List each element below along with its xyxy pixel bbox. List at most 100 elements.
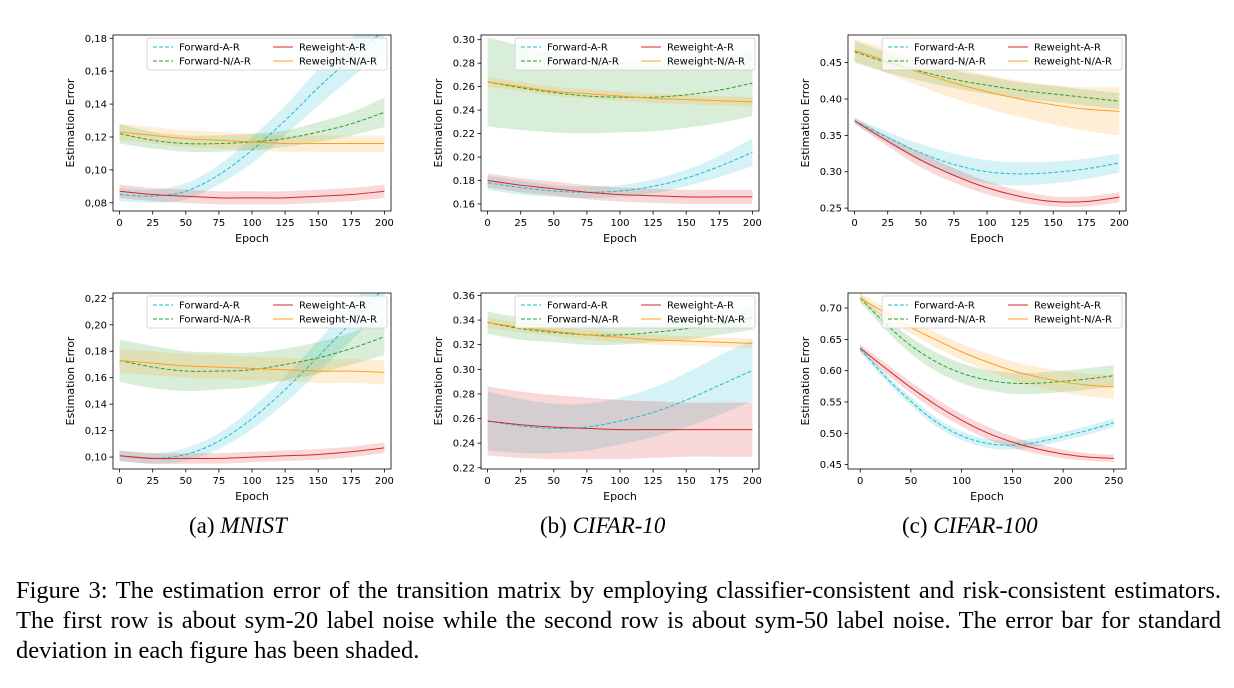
x-tick-label: 200 bbox=[743, 218, 762, 229]
legend-box bbox=[514, 37, 756, 71]
subcaption-label: (b) bbox=[540, 513, 573, 538]
series-line-reweight-a-r bbox=[854, 120, 1120, 203]
y-tick-label: 0,12 bbox=[85, 426, 107, 437]
error-band-forward-a-r bbox=[854, 117, 1120, 186]
chart-panel-cifar100-sym20: 0 25 50 75 100 125 150 175 200 0.25 0.30 0.35 0.40 0.… bbox=[799, 34, 1129, 245]
subcaption-dataset: MNIST bbox=[220, 513, 287, 538]
x-tick-label: 150 bbox=[677, 476, 696, 487]
plot-area bbox=[859, 293, 1114, 463]
x-tick-label: 175 bbox=[710, 476, 729, 487]
y-tick-label: 0,10 bbox=[85, 453, 107, 464]
error-band-forward-a-r bbox=[487, 138, 753, 199]
legend: Forward-A-R Forward-N/A-R Reweight-A-R Rewe… bbox=[881, 37, 1123, 71]
x-axis-label: Epoch bbox=[235, 232, 269, 245]
x-tick-label: 25 bbox=[514, 218, 527, 229]
x-tick-label: 175 bbox=[1077, 218, 1096, 229]
x-tick-label: 125 bbox=[276, 218, 295, 229]
y-tick-label: 0.26 bbox=[453, 414, 475, 425]
y-tick-label: 0.25 bbox=[820, 204, 842, 215]
legend-box bbox=[514, 295, 756, 329]
y-tick-label: 0.32 bbox=[453, 340, 475, 351]
x-tick-label: 0 bbox=[116, 476, 122, 487]
legend: Forward-A-R Forward-N/A-R Reweight-A-R Rewe… bbox=[146, 37, 388, 71]
x-tick-label: 175 bbox=[342, 476, 361, 487]
error-band-reweight-a-r bbox=[860, 344, 1114, 463]
y-tick-label: 0.30 bbox=[453, 35, 475, 46]
legend-label: Reweight-A-R bbox=[1034, 43, 1101, 54]
series-line-reweight-a-r bbox=[487, 179, 753, 198]
x-tick-label: 75 bbox=[213, 476, 226, 487]
x-axis-label: Epoch bbox=[603, 232, 637, 245]
x-tick-label: 175 bbox=[710, 218, 729, 229]
error-band-forward-n-a-r bbox=[854, 40, 1120, 110]
x-tick-label: 75 bbox=[581, 218, 594, 229]
y-tick-label: 0.16 bbox=[453, 199, 475, 210]
x-tick-label: 50 bbox=[914, 218, 927, 229]
y-tick-label: 0.70 bbox=[820, 304, 842, 315]
error-band-forward-n-a-r bbox=[860, 294, 1114, 395]
x-tick-label: 75 bbox=[581, 476, 594, 487]
x-tick-label: 200 bbox=[375, 218, 394, 229]
y-tick-label: 0.50 bbox=[820, 429, 842, 440]
series-line-reweight-a-r bbox=[859, 347, 1114, 459]
y-tick-label: 0.18 bbox=[453, 176, 475, 187]
y-tick-label: 0,20 bbox=[85, 320, 107, 331]
legend-label: Forward-N/A-R bbox=[547, 315, 619, 326]
y-tick-label: 0,14 bbox=[85, 100, 107, 111]
figure-charts: 0 25 50 75 100 125 150 175 200 0,08 0,10 0,12 0,14 0,… bbox=[64, 34, 1129, 503]
legend-label: Forward-A-R bbox=[547, 301, 608, 312]
series-line-reweight-a-r bbox=[119, 190, 385, 199]
legend: Forward-A-R Forward-N/A-R Reweight-A-R Rewe… bbox=[146, 295, 388, 329]
x-tick-label: 100 bbox=[610, 476, 629, 487]
x-tick-label: 150 bbox=[677, 218, 696, 229]
x-tick-label: 50 bbox=[905, 476, 918, 487]
legend-label: Reweight-N/A-R bbox=[299, 57, 377, 68]
x-tick-label: 0 bbox=[484, 476, 490, 487]
legend: Forward-A-R Forward-N/A-R Reweight-A-R Rewe… bbox=[881, 295, 1123, 329]
chart-panel-mnist-sym20: 0 25 50 75 100 125 150 175 200 0,08 0,10 0,12 0,14 0,… bbox=[64, 34, 394, 245]
x-tick-label: 125 bbox=[276, 476, 295, 487]
axes-frame bbox=[847, 292, 1127, 470]
legend-label: Forward-A-R bbox=[179, 301, 240, 312]
legend-label: Reweight-A-R bbox=[667, 301, 734, 312]
x-tick-label: 150 bbox=[309, 218, 328, 229]
y-tick-label: 0.28 bbox=[453, 389, 475, 400]
x-tick-label: 200 bbox=[743, 476, 762, 487]
error-band-forward-a-r bbox=[860, 345, 1114, 450]
series-line-forward-a-r bbox=[487, 370, 753, 429]
y-tick-label: 0,18 bbox=[85, 34, 107, 45]
legend-label: Forward-N/A-R bbox=[179, 57, 251, 68]
legend-box bbox=[146, 37, 388, 71]
x-tick-label: 125 bbox=[1011, 218, 1030, 229]
legend-label: Reweight-N/A-R bbox=[667, 315, 745, 326]
legend-label: Reweight-A-R bbox=[1034, 301, 1101, 312]
x-tick-label: 150 bbox=[1003, 476, 1022, 487]
legend-box bbox=[146, 295, 388, 329]
x-tick-label: 25 bbox=[146, 218, 159, 229]
legend-label: Forward-A-R bbox=[914, 301, 975, 312]
y-tick-label: 0.65 bbox=[820, 335, 842, 346]
y-tick-label: 0.36 bbox=[453, 291, 475, 302]
error-band-reweight-a-r bbox=[487, 386, 753, 460]
legend-box bbox=[881, 37, 1123, 71]
x-tick-label: 175 bbox=[342, 218, 361, 229]
legend-label: Reweight-N/A-R bbox=[667, 57, 745, 68]
legend-label: Reweight-N/A-R bbox=[1034, 57, 1112, 68]
x-tick-label: 50 bbox=[547, 476, 560, 487]
y-tick-label: 0.30 bbox=[820, 167, 842, 178]
error-band-reweight-n-a-r bbox=[119, 123, 385, 152]
x-tick-label: 125 bbox=[644, 476, 663, 487]
subcaption-dataset: CIFAR-100 bbox=[933, 513, 1038, 538]
error-band-reweight-a-r bbox=[487, 173, 753, 205]
series-line-reweight-a-r bbox=[119, 447, 385, 460]
legend-label: Forward-N/A-R bbox=[179, 315, 251, 326]
y-tick-label: 0.30 bbox=[453, 365, 475, 376]
chart-panel-mnist-sym50: 0 25 50 75 100 125 150 175 200 0,10 0,12 0,14 0,16 0,… bbox=[64, 292, 394, 503]
y-tick-label: 0.24 bbox=[453, 106, 475, 117]
x-axis-label: Epoch bbox=[603, 490, 637, 503]
figure-caption: Figure 3: The estimation error of the tr… bbox=[16, 577, 1221, 664]
series-line-reweight-n-a-r bbox=[119, 359, 385, 373]
legend-label: Forward-N/A-R bbox=[547, 57, 619, 68]
legend-box bbox=[881, 295, 1123, 329]
y-tick-label: 0,22 bbox=[85, 294, 107, 305]
